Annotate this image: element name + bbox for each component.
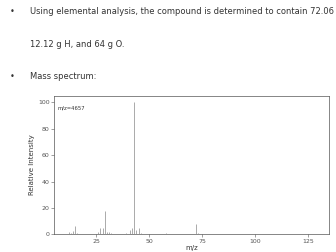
Text: Using elemental analysis, the compound is determined to contain 72.06 g C,: Using elemental analysis, the compound i… [30,7,336,16]
Text: 12.12 g H, and 64 g O.: 12.12 g H, and 64 g O. [30,40,125,49]
Text: m/z=4657: m/z=4657 [58,105,86,110]
Text: Mass spectrum:: Mass spectrum: [30,72,97,81]
Y-axis label: Relative Intensity: Relative Intensity [29,135,35,196]
Text: •: • [10,7,15,16]
X-axis label: m/z: m/z [185,245,198,251]
Text: •: • [10,72,15,81]
